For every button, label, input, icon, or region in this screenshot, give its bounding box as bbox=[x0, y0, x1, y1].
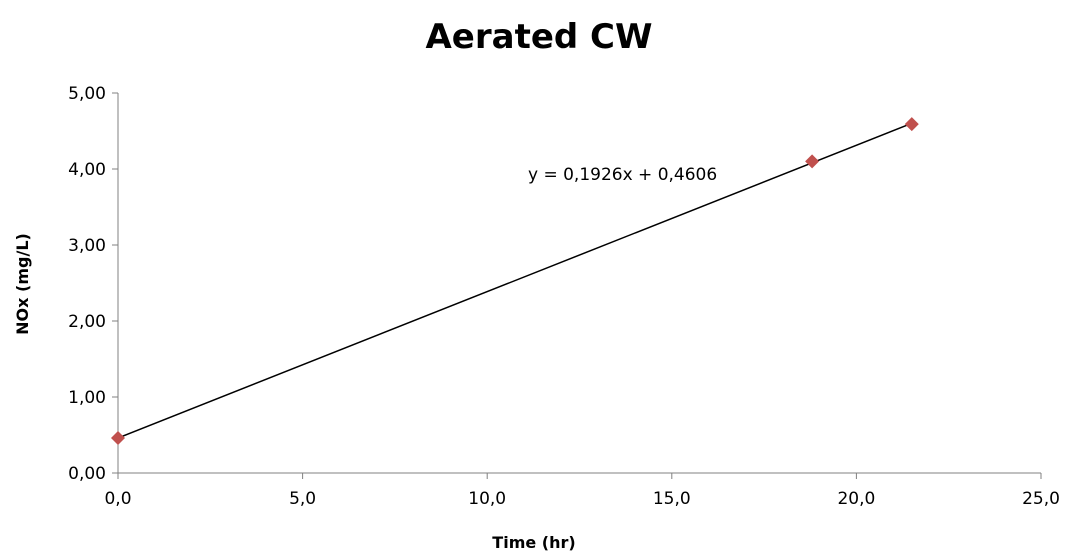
data-point-diamond bbox=[805, 154, 820, 169]
trendline-equation-label: y = 0,1926x + 0,4606 bbox=[528, 165, 717, 185]
x-axis-title: Time (hr) bbox=[492, 533, 575, 552]
x-tick-marks bbox=[117, 473, 1042, 479]
y-tick-marks bbox=[112, 92, 118, 474]
x-tick-label: 25,0 bbox=[1022, 489, 1060, 509]
y-tick-label: 0,00 bbox=[68, 464, 106, 484]
y-tick-labels: 0,00 1,00 2,00 3,00 4,00 5,00 bbox=[68, 84, 106, 484]
data-point-diamond bbox=[904, 117, 919, 132]
x-tick-label: 20,0 bbox=[837, 489, 875, 509]
chart-title: Aerated CW bbox=[425, 17, 652, 57]
y-tick-label: 1,00 bbox=[68, 388, 106, 408]
y-axis-title: NOx (mg/L) bbox=[13, 233, 32, 335]
trendline bbox=[117, 122, 913, 439]
data-points bbox=[111, 117, 919, 446]
data-point-diamond bbox=[111, 431, 125, 446]
x-tick-labels: 0,0 5,0 10,0 15,0 20,0 25,0 bbox=[104, 489, 1059, 509]
y-tick-label: 3,00 bbox=[68, 236, 106, 256]
x-tick-label: 0,0 bbox=[104, 489, 131, 509]
y-tick-label: 5,00 bbox=[68, 84, 106, 104]
x-tick-label: 10,0 bbox=[468, 489, 506, 509]
x-tick-label: 15,0 bbox=[653, 489, 691, 509]
y-tick-label: 4,00 bbox=[68, 160, 106, 180]
y-tick-label: 2,00 bbox=[68, 312, 106, 332]
x-tick-label: 5,0 bbox=[289, 489, 316, 509]
